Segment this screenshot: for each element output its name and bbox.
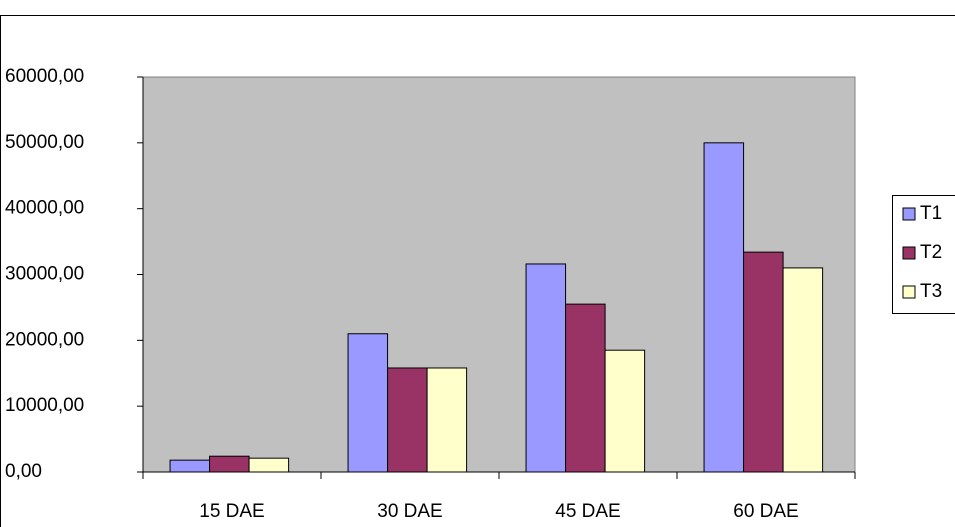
- bar: [387, 367, 428, 473]
- y-tick-label: 30000,00: [5, 264, 84, 285]
- bar: [565, 303, 606, 473]
- y-tick-label: 0,00: [5, 461, 42, 482]
- legend-swatch: [902, 285, 916, 299]
- x-tick-label: 30 DAE: [377, 501, 442, 522]
- bar: [703, 142, 745, 473]
- legend-label: T2: [920, 242, 942, 263]
- legend-label: T3: [920, 281, 942, 302]
- y-tick-label: 40000,00: [5, 198, 84, 219]
- legend-swatch: [902, 207, 916, 221]
- y-tick-label: 10000,00: [5, 395, 84, 416]
- x-tick-label: 45 DAE: [555, 501, 620, 522]
- bar: [426, 367, 468, 473]
- bar: [525, 263, 567, 473]
- y-tick-label: 50000,00: [5, 132, 84, 153]
- bar: [743, 251, 784, 473]
- bar: [248, 457, 290, 473]
- legend-label: T1: [920, 203, 942, 224]
- bar: [209, 455, 250, 473]
- y-tick-label: 60000,00: [5, 66, 84, 87]
- y-tick-label: 20000,00: [5, 329, 84, 350]
- bar: [604, 349, 646, 473]
- bar: [782, 267, 824, 473]
- legend-swatch: [902, 246, 916, 260]
- bar: [347, 333, 389, 473]
- x-tick-label: 60 DAE: [733, 501, 798, 522]
- x-tick-label: 15 DAE: [199, 501, 264, 522]
- bar: [169, 459, 211, 473]
